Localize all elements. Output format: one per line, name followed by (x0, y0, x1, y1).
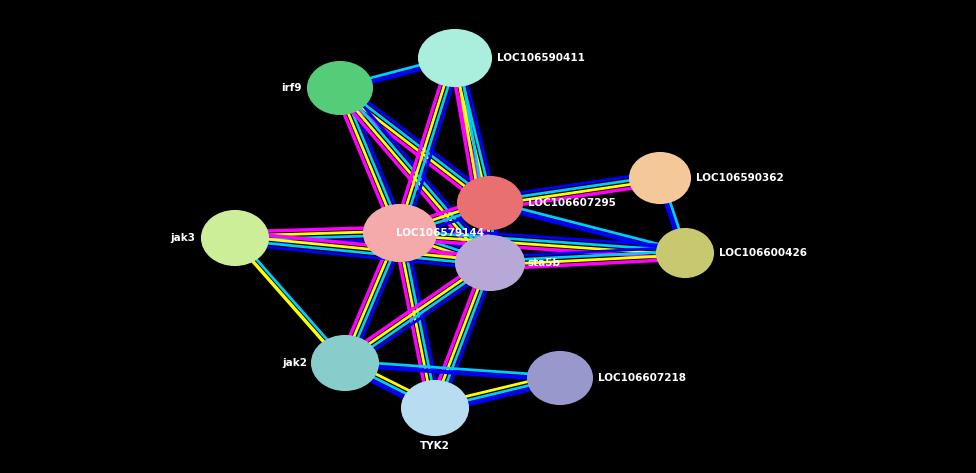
Text: LOC106590362: LOC106590362 (696, 173, 784, 183)
Text: irf9: irf9 (281, 83, 302, 93)
Ellipse shape (419, 30, 491, 86)
Ellipse shape (630, 153, 690, 203)
Ellipse shape (202, 211, 268, 265)
Ellipse shape (312, 336, 378, 390)
Text: sta5b: sta5b (528, 258, 561, 268)
Ellipse shape (402, 381, 468, 435)
Text: LOC106607295: LOC106607295 (528, 198, 616, 208)
Ellipse shape (458, 177, 522, 229)
Ellipse shape (657, 229, 713, 277)
Text: LOC106607218: LOC106607218 (598, 373, 686, 383)
Text: TYK2: TYK2 (420, 441, 450, 451)
Text: jak3: jak3 (170, 233, 195, 243)
Ellipse shape (528, 352, 592, 404)
Ellipse shape (456, 236, 524, 290)
Text: LOC106600426: LOC106600426 (719, 248, 807, 258)
Text: LOC106590411: LOC106590411 (497, 53, 585, 63)
Text: jak2: jak2 (282, 358, 307, 368)
Ellipse shape (308, 62, 372, 114)
Ellipse shape (364, 205, 436, 261)
Text: LOC106579144: LOC106579144 (396, 228, 484, 238)
